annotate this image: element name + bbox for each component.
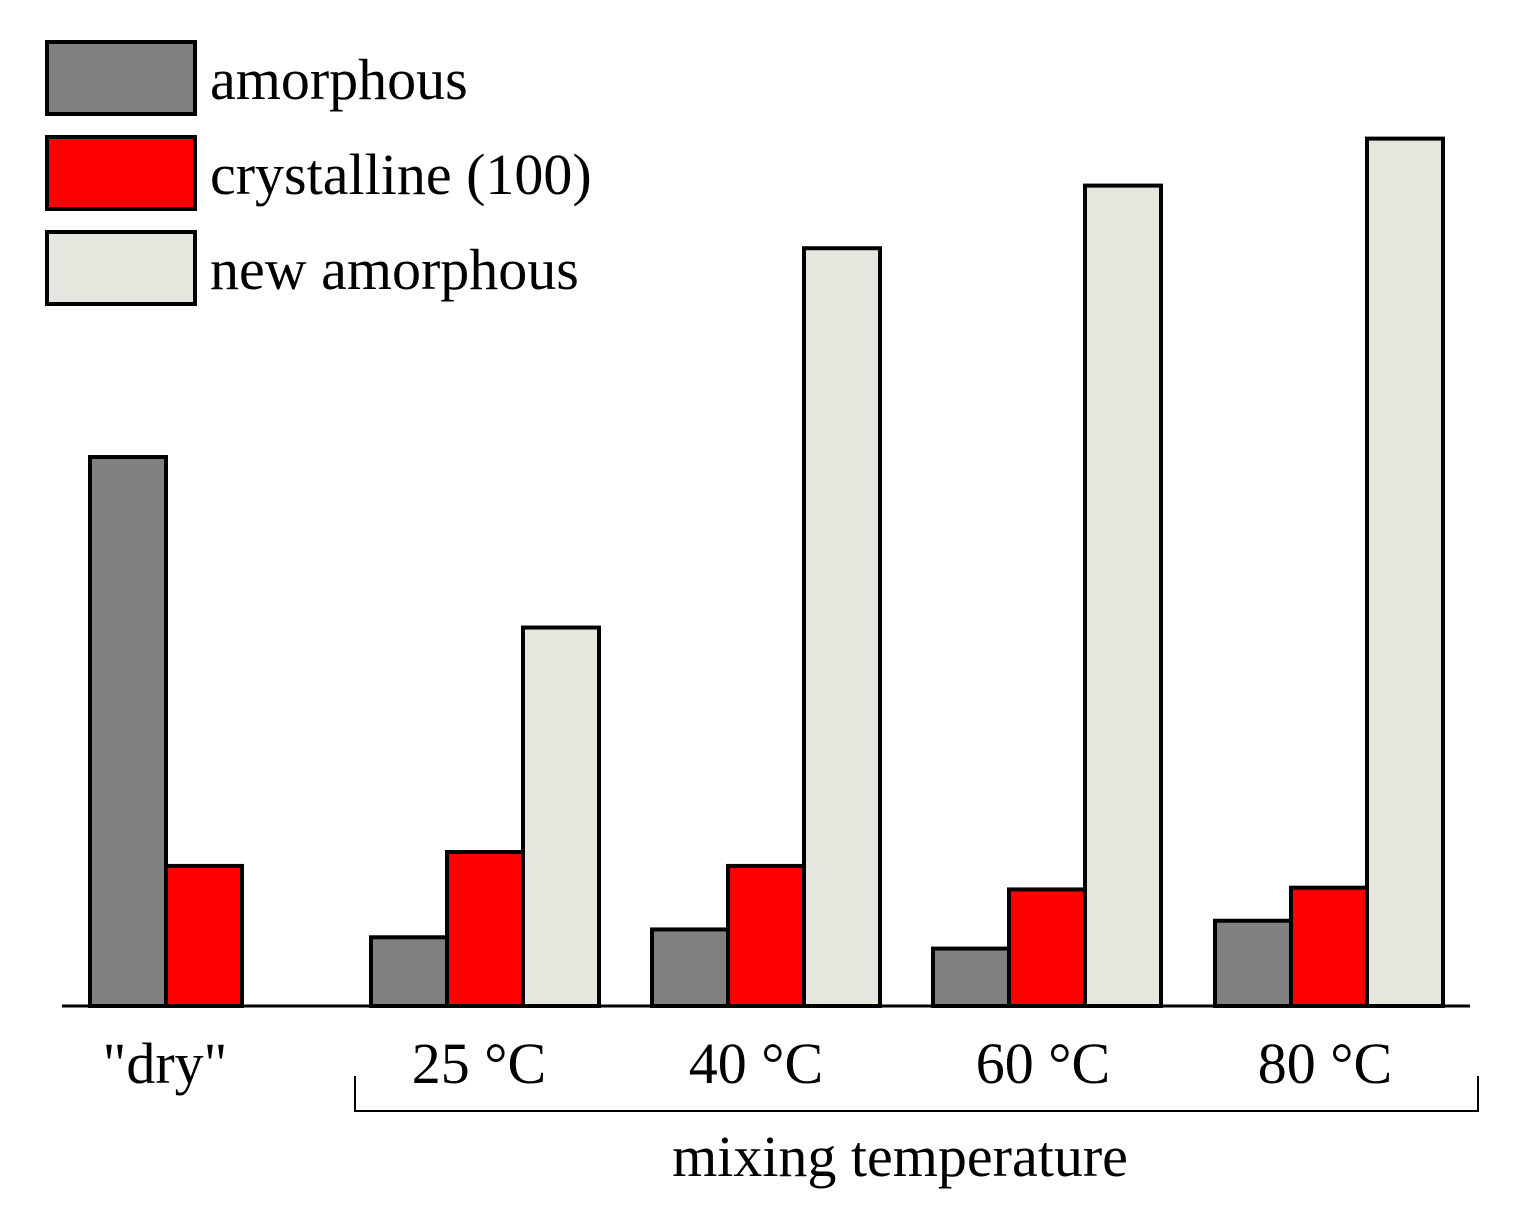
bar-80c-amorphous: [1213, 918, 1293, 1008]
x-tick-labels: "dry" 25 °C 40 °C 60 °C 80 °C: [103, 1031, 1393, 1096]
legend-swatch-new-amorphous: [45, 230, 197, 306]
bar-dry-crystalline: [164, 863, 244, 1008]
legend-label-crystalline: crystalline (100): [210, 142, 592, 207]
bar-40c-new-amorphous: [802, 246, 882, 1009]
bar-25c-crystalline: [445, 850, 525, 1009]
bars-group: [88, 136, 1445, 1009]
legend-label-amorphous: amorphous: [210, 47, 468, 112]
legend: amorphous crystalline (100) new amorphou…: [45, 40, 592, 306]
bar-60c-crystalline: [1007, 887, 1087, 1008]
temperature-bracket: [354, 1076, 1479, 1112]
x-axis-title: mixing temperature: [672, 1124, 1128, 1189]
bar-dry-amorphous: [88, 455, 168, 1008]
bar-25c-amorphous: [369, 935, 449, 1009]
x-tick-label-25: 25 °C: [412, 1031, 546, 1096]
bar-40c-crystalline: [726, 863, 806, 1008]
x-tick-label-60: 60 °C: [976, 1031, 1110, 1096]
bar-40c-amorphous: [650, 927, 730, 1008]
legend-swatch-crystalline: [45, 135, 197, 211]
bar-60c-new-amorphous: [1083, 183, 1163, 1008]
bar-80c-new-amorphous: [1365, 136, 1445, 1009]
x-tick-label-80: 80 °C: [1258, 1031, 1392, 1096]
bar-80c-crystalline: [1289, 885, 1369, 1008]
legend-swatch-amorphous: [45, 40, 197, 116]
legend-label-new-amorphous: new amorphous: [210, 237, 579, 302]
x-tick-label-40: 40 °C: [689, 1031, 823, 1096]
bar-60c-amorphous: [931, 946, 1011, 1009]
x-tick-label-dry: "dry": [103, 1031, 228, 1096]
bar-25c-new-amorphous: [521, 625, 601, 1008]
